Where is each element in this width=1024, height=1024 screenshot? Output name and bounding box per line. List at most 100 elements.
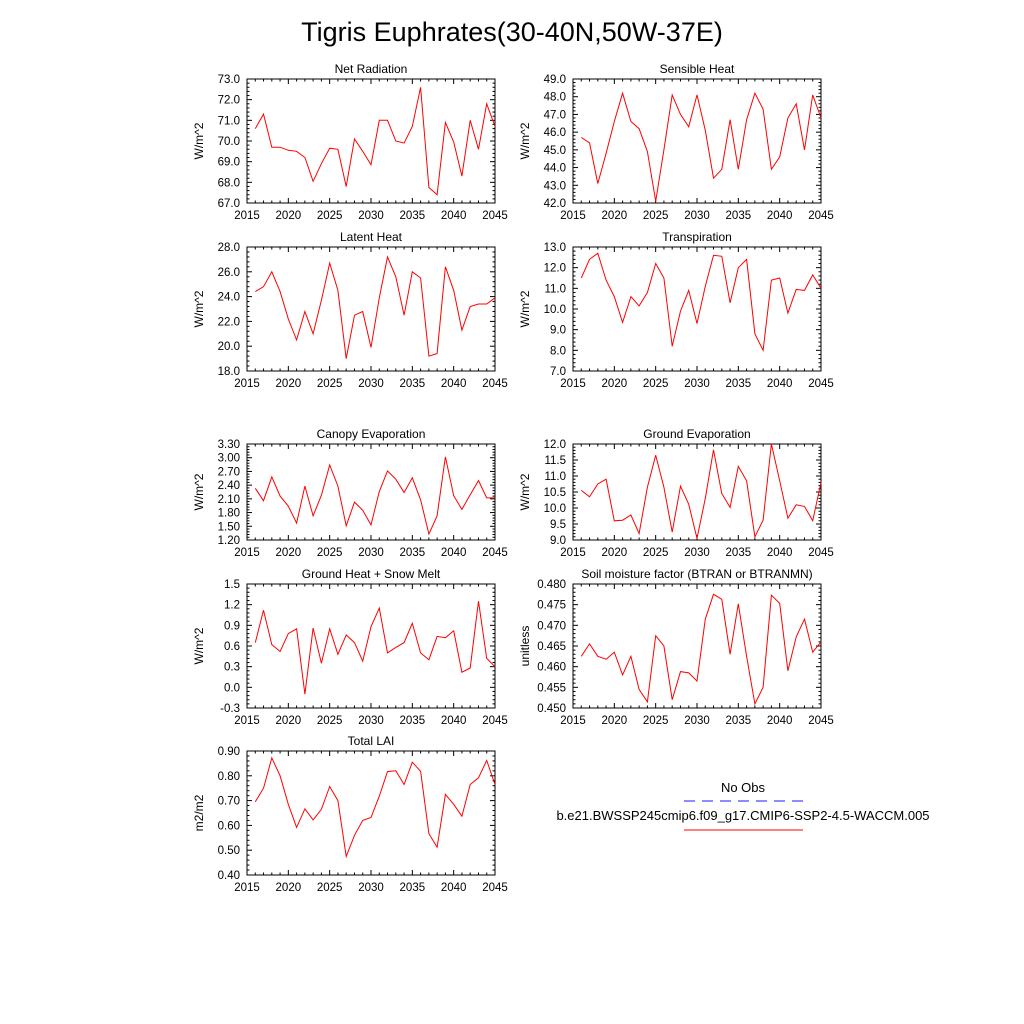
y-tick-label: 0.40: [218, 870, 240, 882]
y-tick-label: 69.0: [218, 157, 240, 169]
y-tick-label: 45.0: [544, 145, 566, 157]
x-tick-label: 2040: [441, 210, 467, 222]
y-tick-label: 0.9: [224, 620, 240, 632]
x-tick-label: 2020: [602, 210, 628, 222]
x-tick-label: 2035: [726, 378, 752, 390]
y-tick-label: 0.450: [537, 703, 566, 715]
y-tick-label: 11.0: [544, 283, 566, 295]
x-tick-label: 2025: [317, 378, 343, 390]
plot-frame: [572, 78, 822, 204]
y-tick-label: 9.0: [550, 325, 566, 337]
y-tick-label: 0.460: [537, 662, 566, 674]
x-tick-label: 2035: [400, 378, 426, 390]
x-tick-label: 2040: [767, 715, 793, 727]
y-tick-label: 0.465: [537, 641, 566, 653]
x-tick-label: 2030: [358, 715, 384, 727]
y-tick-label: 1.5: [224, 579, 240, 591]
x-tick-label: 2045: [808, 715, 834, 727]
panel-6: Ground Evaporation W/m^2 2015 2020 2025 2030 2…: [518, 427, 834, 559]
y-tick-label: 43.0: [544, 180, 566, 192]
x-tick-label: 2035: [726, 715, 752, 727]
y-tick-label: 72.0: [218, 95, 240, 107]
series-line: [254, 456, 495, 536]
series-line: [255, 255, 496, 359]
y-tick-label: 70.0: [218, 136, 240, 148]
y-tick-label: 73.0: [218, 74, 240, 86]
y-tick-label: 0.455: [537, 682, 566, 694]
x-tick-label: 2020: [602, 547, 628, 559]
series-line: [580, 593, 822, 706]
y-tick-label: 22.0: [218, 316, 240, 328]
panel-title: Ground Heat + Snow Melt: [302, 567, 441, 581]
y-tick-label: 0.475: [537, 600, 566, 612]
x-tick-label: 2035: [400, 882, 426, 894]
y-axis-label: unitless: [518, 626, 532, 667]
x-tick-label: 2040: [441, 882, 467, 894]
series-line: [580, 443, 822, 539]
series-line: [254, 87, 496, 196]
plot-frame: [246, 750, 496, 876]
plot-frame: [246, 78, 496, 204]
x-tick-label: 2025: [317, 715, 343, 727]
x-tick-label: 2020: [276, 547, 302, 559]
y-tick-label: 2.70: [218, 466, 240, 478]
y-tick-label: 0.480: [537, 579, 566, 591]
x-tick-label: 2025: [643, 547, 669, 559]
x-tick-label: 2015: [560, 547, 586, 559]
x-tick-label: 2030: [358, 547, 384, 559]
x-tick-label: 2025: [643, 210, 669, 222]
y-tick-label: 42.0: [544, 198, 566, 210]
panel-title: Total LAI: [348, 734, 395, 748]
x-tick-label: 2020: [276, 210, 302, 222]
y-tick-label: 28.0: [218, 242, 240, 254]
y-tick-label: 0.70: [218, 796, 240, 808]
y-tick-label: 20.0: [218, 341, 240, 353]
chart-panels: Net Radiation W/m^2 2015 2020 2025 2030 2035 20…: [192, 62, 834, 894]
y-tick-label: 1.50: [218, 521, 240, 533]
x-tick-label: 2045: [808, 378, 834, 390]
y-tick-label: 2.10: [218, 494, 240, 506]
x-tick-label: 2045: [482, 715, 508, 727]
x-tick-label: 2035: [726, 547, 752, 559]
y-axis-label: W/m^2: [518, 122, 532, 159]
x-tick-label: 2025: [643, 378, 669, 390]
x-tick-label: 2045: [808, 547, 834, 559]
x-tick-label: 2015: [234, 210, 260, 222]
panel-title: Transpiration: [662, 230, 732, 244]
y-tick-label: 1.2: [224, 600, 240, 612]
x-tick-label: 2030: [684, 715, 710, 727]
y-tick-label: 3.00: [218, 453, 240, 465]
x-tick-label: 2025: [317, 210, 343, 222]
y-tick-label: 11.5: [544, 455, 566, 467]
x-tick-label: 2020: [276, 882, 302, 894]
y-tick-label: 0.6: [224, 641, 240, 653]
panel-title: Net Radiation: [335, 62, 408, 76]
x-tick-label: 2030: [358, 210, 384, 222]
panel-4: Transpiration W/m^2 2015 2020 2025 2030 2035 20…: [518, 230, 834, 390]
figure-title: Tigris Euphrates(30-40N,50W-37E): [301, 17, 723, 47]
x-tick-label: 2015: [234, 715, 260, 727]
y-tick-label: 7.0: [550, 366, 566, 378]
x-tick-label: 2030: [684, 210, 710, 222]
x-tick-label: 2025: [643, 715, 669, 727]
plot-frame: [572, 443, 822, 541]
x-tick-label: 2020: [602, 715, 628, 727]
y-tick-label: -0.3: [220, 703, 240, 715]
series-line: [580, 252, 822, 353]
y-tick-label: 10.5: [544, 487, 566, 499]
x-tick-label: 2045: [482, 882, 508, 894]
y-tick-label: 68.0: [218, 177, 240, 189]
y-axis-label: W/m^2: [192, 473, 206, 510]
x-tick-label: 2015: [234, 882, 260, 894]
y-tick-label: 0.3: [224, 662, 240, 674]
legend-model-label: b.e21.BWSSP245cmip6.f09_g17.CMIP6-SSP2-4…: [556, 808, 929, 823]
x-tick-label: 2020: [276, 715, 302, 727]
y-tick-label: 3.30: [218, 439, 240, 451]
y-tick-label: 12.0: [544, 439, 566, 451]
y-tick-label: 10.0: [544, 304, 566, 316]
y-tick-label: 0.90: [218, 746, 240, 758]
panel-title: Sensible Heat: [660, 62, 735, 76]
panel-8: Soil moisture factor (BTRAN or BTRANMN) u…: [518, 567, 834, 727]
y-axis-label: W/m^2: [518, 290, 532, 327]
